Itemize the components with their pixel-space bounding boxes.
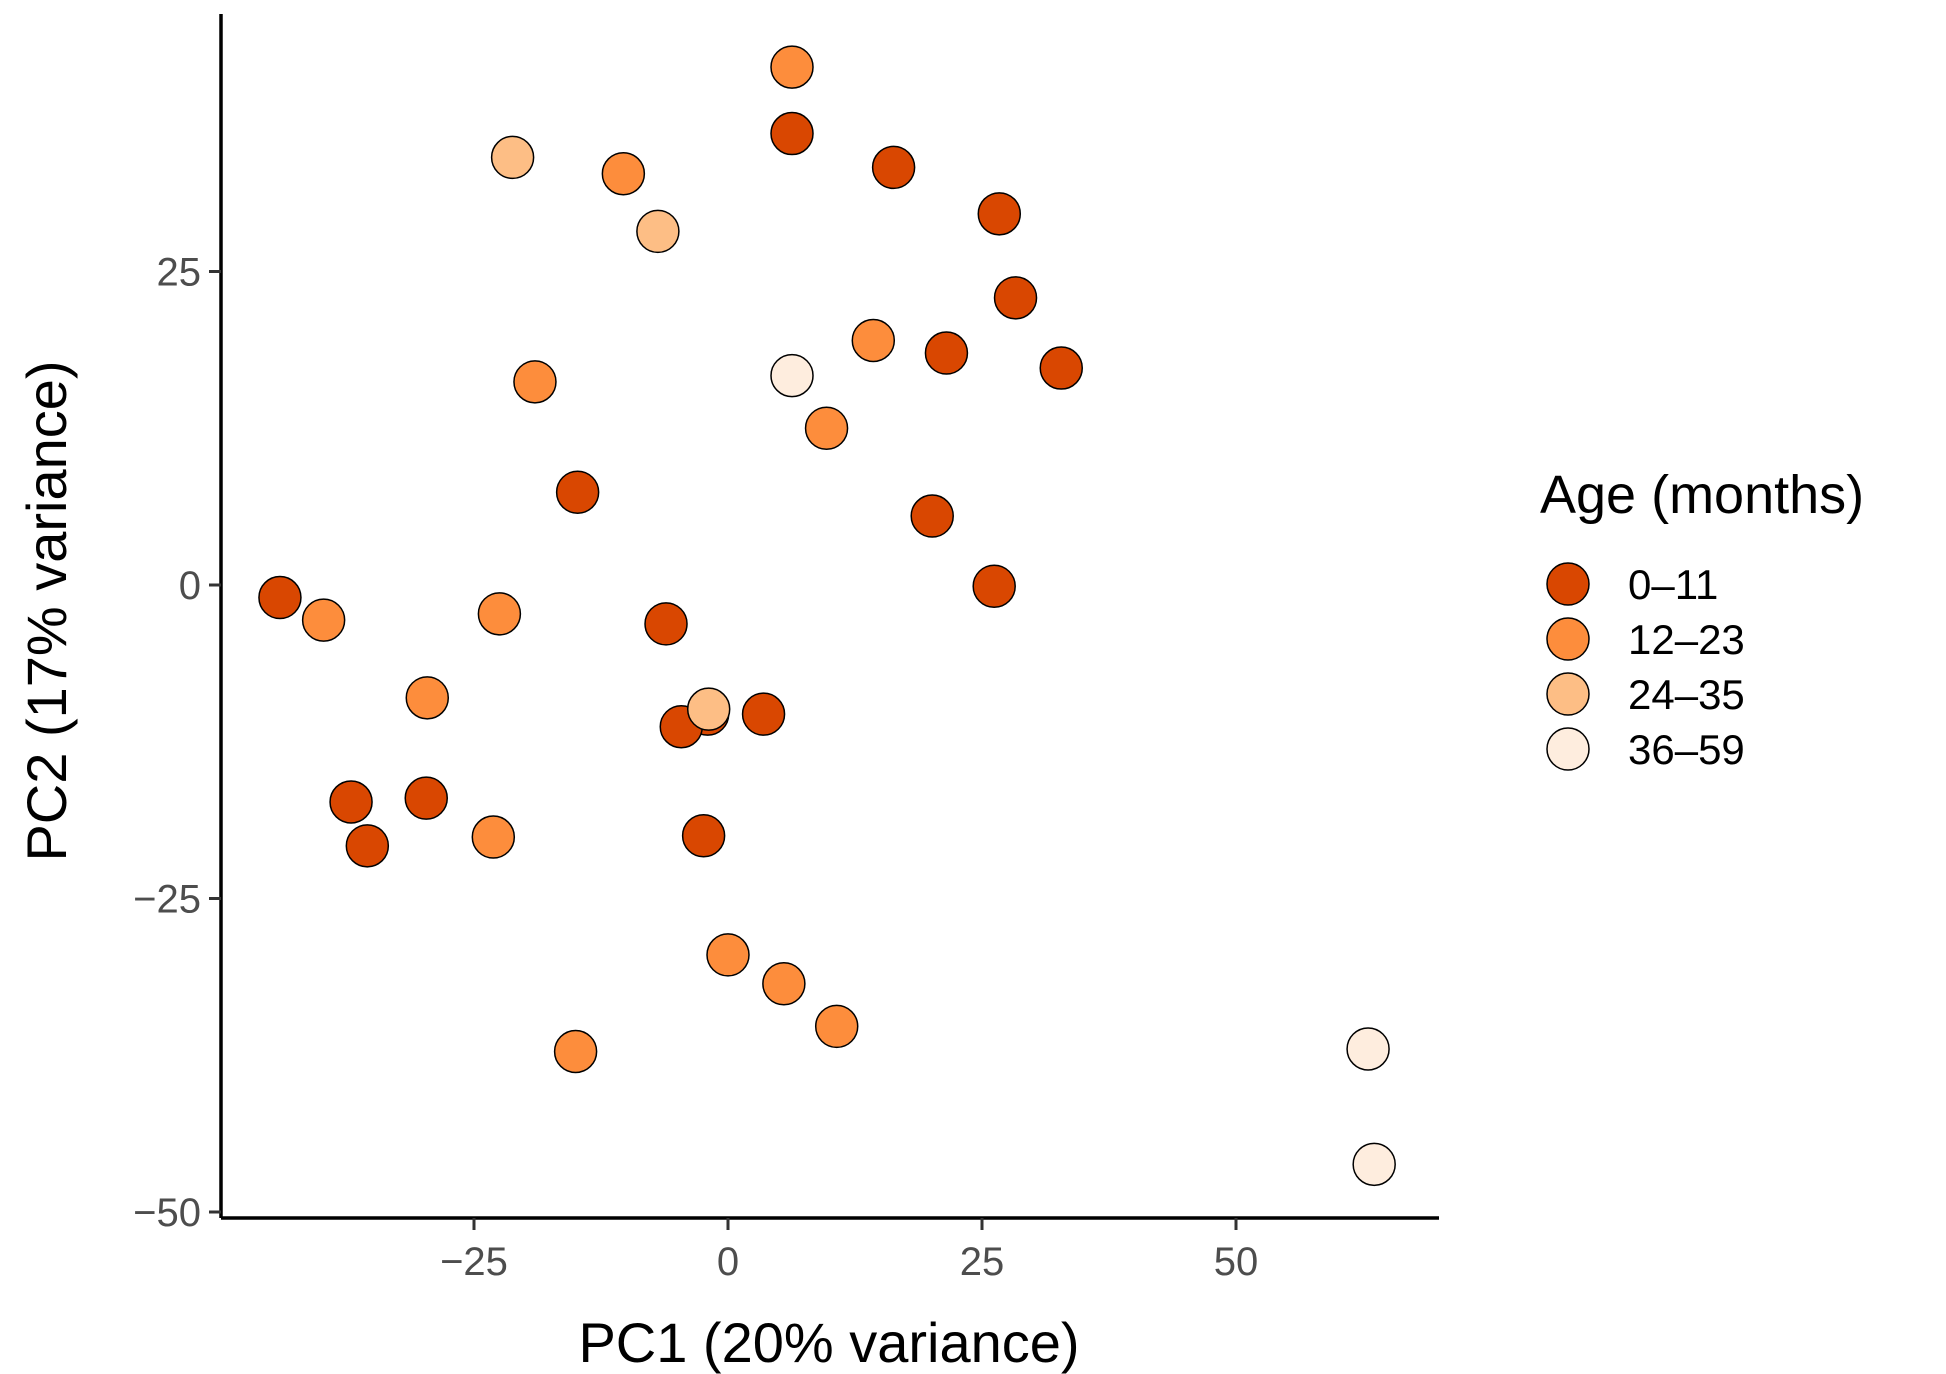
legend-label: 12–23: [1628, 616, 1745, 663]
x-tick-label: 0: [717, 1240, 739, 1284]
x-tick-label: −25: [440, 1240, 508, 1284]
legend-key: [1546, 617, 1590, 661]
legend-key: [1546, 562, 1590, 606]
data-point: [490, 135, 535, 180]
legend-label: 36–59: [1628, 726, 1745, 773]
data-point: [681, 814, 726, 858]
data-point: [636, 209, 680, 254]
data-point: [686, 687, 731, 731]
x-tick-label: 25: [960, 1240, 1005, 1284]
data-point: [814, 1004, 859, 1049]
legend-key: [1546, 727, 1590, 771]
data-point: [972, 564, 1016, 609]
y-tick-label: 0: [179, 564, 201, 608]
data-point: [770, 45, 814, 89]
points-layer: [258, 45, 1396, 1187]
data-point: [770, 353, 814, 398]
data-point: [871, 145, 916, 190]
legend: Age (months) 0–11 12–23 24–35 36–59: [1540, 465, 1864, 773]
data-point: [329, 780, 373, 824]
y-axis-title: PC2 (17% variance): [15, 360, 78, 861]
data-point: [471, 815, 516, 859]
data-point: [924, 331, 969, 375]
data-point: [555, 470, 600, 514]
data-point: [762, 962, 806, 1006]
data-point: [706, 933, 750, 977]
data-point: [301, 598, 346, 642]
data-point: [770, 111, 814, 156]
data-point: [601, 151, 646, 196]
y-tick-label: −25: [133, 878, 201, 922]
data-point: [513, 360, 557, 404]
data-point: [851, 318, 896, 363]
data-point: [910, 494, 954, 538]
data-point: [477, 592, 522, 636]
axes-layer: −25 0 25 50 −50 −25 0 25: [133, 14, 1439, 1284]
legend-title: Age (months): [1540, 465, 1864, 525]
x-axis-title: PC1 (20% variance): [578, 1311, 1079, 1374]
data-point: [804, 406, 849, 450]
data-point: [345, 824, 390, 868]
data-point: [1352, 1142, 1396, 1187]
y-tick-label: −50: [133, 1191, 201, 1235]
data-point: [977, 192, 1022, 236]
data-point: [553, 1029, 598, 1074]
x-tick-label: 50: [1214, 1240, 1259, 1284]
legend-key: [1546, 672, 1590, 716]
data-point: [1039, 346, 1083, 390]
data-point: [258, 575, 302, 620]
legend-label: 0–11: [1628, 561, 1718, 608]
legend-label: 24–35: [1628, 671, 1745, 718]
data-point: [404, 776, 448, 820]
data-point: [1346, 1027, 1390, 1071]
data-point: [993, 276, 1038, 320]
data-point: [741, 692, 786, 736]
y-tick-label: 25: [157, 251, 202, 295]
data-point: [644, 602, 688, 646]
data-point: [405, 676, 450, 720]
